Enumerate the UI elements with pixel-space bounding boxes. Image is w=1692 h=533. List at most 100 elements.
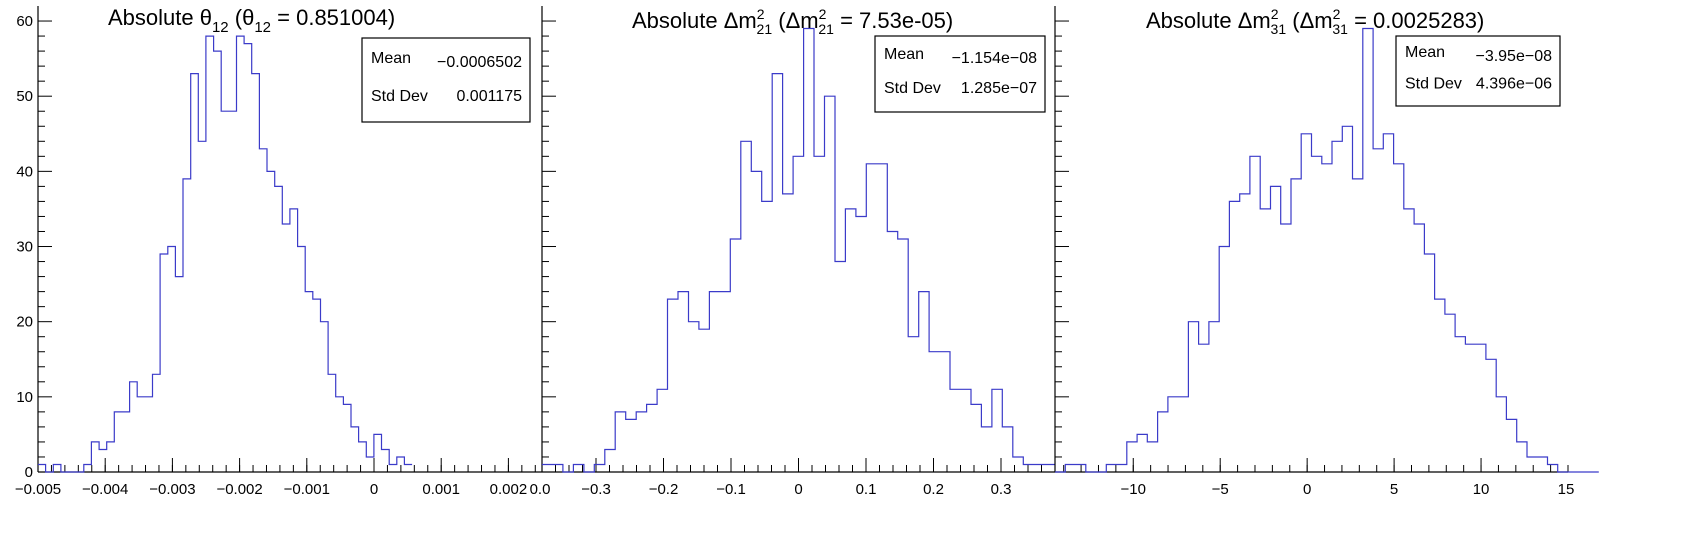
y-tick-label: 0	[25, 464, 33, 481]
stats-box	[1395, 35, 1561, 107]
histogram-bin	[221, 111, 229, 472]
title-part: 2	[757, 6, 765, 22]
x-tick-label: −0.005	[15, 481, 61, 498]
histogram-bin	[1476, 344, 1486, 472]
histogram-bin	[552, 464, 562, 472]
x-tick-label: 0.1	[856, 481, 877, 498]
histogram-bin	[191, 74, 199, 472]
histogram-bin	[636, 412, 646, 472]
histogram-bin	[1127, 442, 1137, 472]
histogram-bin	[1076, 464, 1086, 472]
histogram-bin	[1260, 209, 1270, 472]
histogram-bin	[1147, 442, 1157, 472]
histogram-bin	[1229, 201, 1239, 472]
title-part: 21	[757, 21, 773, 37]
title-part: = 0.851004)	[271, 5, 395, 30]
histogram-bin	[99, 449, 107, 472]
x-tick-label: −0.3	[581, 481, 611, 498]
histogram-bin	[1199, 344, 1209, 472]
title-part: 2	[1271, 6, 1279, 22]
stats-mean-label: Mean	[371, 50, 411, 67]
title-part: 21	[818, 21, 834, 37]
histogram-bin	[366, 457, 374, 472]
x-tick-label: 0	[370, 481, 378, 498]
stats-mean-value: −0.0006502	[437, 54, 522, 71]
title-part: Absolute θ	[108, 5, 212, 30]
histogram-bin	[908, 337, 918, 472]
histogram-bin	[313, 299, 321, 472]
stats-std-value: 4.396e−06	[1476, 76, 1552, 93]
histogram-bin	[845, 209, 855, 472]
histogram-bin	[1065, 464, 1075, 472]
histogram-bin	[1168, 397, 1178, 472]
histogram-bin	[236, 36, 244, 472]
histogram-bin	[720, 292, 730, 472]
x-tick-label: 0.2	[923, 481, 944, 498]
y-tick-label: 50	[16, 88, 33, 105]
histogram-bin	[1527, 457, 1537, 472]
histogram-bin	[1178, 397, 1188, 472]
title-part: 31	[1332, 21, 1348, 37]
x-tick-label: −0.003	[149, 481, 195, 498]
histogram-bin	[91, 442, 99, 472]
stats-mean-value: −1.154e−08	[952, 50, 1038, 67]
title-part: Absolute Δm	[632, 8, 757, 33]
histogram-bin	[183, 179, 191, 472]
histogram-bin	[1465, 344, 1475, 472]
histogram-bin	[1291, 179, 1301, 472]
histogram-bin	[1414, 224, 1424, 472]
histogram-bin	[1537, 457, 1547, 472]
histogram-bin	[1281, 224, 1291, 472]
histogram-bin	[688, 322, 698, 472]
histogram-bin	[1496, 397, 1506, 472]
histogram-bin	[824, 96, 834, 472]
histogram-bin	[1383, 134, 1393, 472]
histogram-bin	[741, 141, 751, 472]
histogram-bin	[389, 464, 397, 472]
histogram-bin	[343, 404, 351, 472]
histogram-bin	[804, 29, 814, 472]
histogram-bin	[1013, 457, 1023, 472]
histogram-bin	[382, 449, 390, 472]
histogram-bin	[1342, 126, 1352, 472]
histogram-bin	[1363, 29, 1373, 472]
histogram-bin	[1404, 209, 1414, 472]
histogram-bin	[730, 239, 740, 472]
histogram-bin	[84, 464, 92, 472]
x-tick-label: −0.001	[284, 481, 330, 498]
histogram-bin	[992, 389, 1002, 472]
stats-mean-label: Mean	[884, 46, 924, 63]
stats-std-label: Std Dev	[371, 88, 428, 105]
histogram-bin	[351, 427, 359, 472]
histogram-bin	[1455, 337, 1465, 472]
histogram-bin	[668, 299, 678, 472]
histogram-line	[542, 27, 1055, 473]
histogram-bin	[573, 464, 583, 472]
histogram-bin	[1044, 464, 1054, 472]
title-part: (θ	[229, 5, 255, 30]
histogram-bin	[259, 149, 267, 472]
histogram-bin	[835, 262, 845, 472]
title-part: 2	[819, 6, 827, 22]
histogram-bin	[175, 277, 183, 472]
histogram-bin	[359, 442, 367, 472]
histogram-bin	[1240, 194, 1250, 472]
histogram-bin	[320, 322, 328, 472]
histogram-bin	[1517, 442, 1527, 472]
histogram-bin	[328, 374, 336, 472]
histogram-bin	[1209, 322, 1219, 472]
stats-std-label: Std Dev	[1405, 76, 1462, 93]
histogram-bin	[374, 434, 382, 472]
histogram-bin	[1250, 156, 1260, 472]
histogram-bin	[772, 74, 782, 472]
histogram-bin	[290, 209, 298, 472]
histogram-bin	[1002, 427, 1012, 472]
histogram-bin	[198, 141, 206, 472]
stats-mean-value: −3.95e−08	[1475, 48, 1552, 65]
histogram-bin	[657, 389, 667, 472]
histogram-bin	[751, 171, 761, 472]
histogram-bin	[699, 329, 709, 472]
y-tick-label: 60	[16, 13, 33, 30]
histogram-bin	[919, 292, 929, 472]
